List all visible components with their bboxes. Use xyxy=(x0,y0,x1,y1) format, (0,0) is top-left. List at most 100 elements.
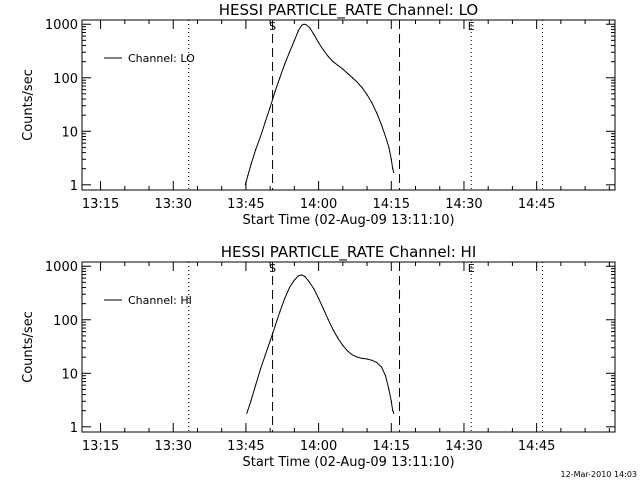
data-point xyxy=(313,288,315,290)
data-point xyxy=(303,23,305,25)
data-point xyxy=(293,279,295,281)
data-point xyxy=(371,102,373,104)
chart-title: HESSI PARTICLE_RATE Channel: HI xyxy=(221,243,477,262)
y-tick-label: 1 xyxy=(70,421,78,436)
x-tick-label: 14:45 xyxy=(518,439,555,454)
data-point xyxy=(361,357,363,359)
data-point xyxy=(318,42,320,44)
data-point xyxy=(390,400,392,402)
y-axis-label: Counts/sec xyxy=(21,69,36,141)
data-point xyxy=(284,63,286,65)
data-point xyxy=(380,124,383,126)
data-point xyxy=(308,280,310,283)
plot-frame xyxy=(81,261,616,433)
x-tick-label: 14:00 xyxy=(300,439,337,454)
data-point xyxy=(247,174,249,176)
data-point xyxy=(351,77,354,79)
data-point xyxy=(313,33,315,35)
data-point xyxy=(380,366,383,368)
data-point xyxy=(327,55,329,58)
data-point xyxy=(255,384,257,386)
data-point xyxy=(392,168,394,170)
marker-label-s: S xyxy=(269,20,276,33)
data-point xyxy=(322,49,325,51)
data-point xyxy=(284,297,286,300)
data-point xyxy=(351,354,354,356)
data-point xyxy=(337,64,339,67)
data-point xyxy=(293,39,295,41)
x-axis-label: Start Time (02-Aug-09 13:11:10) xyxy=(242,213,454,228)
data-point xyxy=(309,27,311,29)
y-tick-label: 10 xyxy=(61,367,78,382)
data-point xyxy=(366,358,368,360)
data-point xyxy=(332,61,334,63)
data-point xyxy=(297,30,299,32)
data-point xyxy=(390,158,392,160)
legend-label: Channel: HI xyxy=(128,294,192,307)
data-point xyxy=(250,162,252,165)
data-point xyxy=(274,325,276,328)
y-axis-label: Counts/sec xyxy=(21,311,36,383)
marker-label-e: E xyxy=(468,20,475,33)
data-point xyxy=(279,77,281,79)
x-tick-label: 13:30 xyxy=(155,197,192,212)
x-tick-label: 13:45 xyxy=(227,439,264,454)
chart-panel-2 xyxy=(81,261,616,433)
data-point xyxy=(327,319,329,321)
y-tick-label: 1 xyxy=(70,179,78,194)
data-point xyxy=(279,311,281,313)
data-point xyxy=(392,410,394,412)
data-point xyxy=(342,344,344,347)
y-tick-label: 100 xyxy=(53,314,78,329)
data-point xyxy=(347,72,349,75)
plot-frame xyxy=(81,19,616,191)
data-point xyxy=(246,412,248,414)
data-point xyxy=(288,286,291,289)
x-tick-label: 14:15 xyxy=(373,197,410,212)
data-point xyxy=(259,368,262,370)
data-point xyxy=(337,337,339,339)
data-point xyxy=(322,308,325,310)
y-tick-label: 100 xyxy=(53,72,78,87)
data-point xyxy=(361,87,363,89)
chart-title: HESSI PARTICLE_RATE Channel: LO xyxy=(219,1,478,20)
data-point xyxy=(366,94,368,96)
marker-label-s: S xyxy=(269,262,276,275)
data-point xyxy=(347,350,349,352)
data-point xyxy=(244,184,247,186)
x-tick-label: 13:45 xyxy=(227,197,264,212)
data-point xyxy=(376,112,378,114)
data-point xyxy=(301,24,303,27)
data-point xyxy=(384,135,387,138)
data-point xyxy=(388,146,390,149)
x-tick-label: 13:15 xyxy=(82,197,119,212)
data-point xyxy=(388,388,390,391)
data-point xyxy=(274,91,276,93)
data-point xyxy=(259,135,262,138)
data-point xyxy=(304,276,306,278)
data-point xyxy=(301,274,303,276)
series-line xyxy=(246,274,395,414)
data-point xyxy=(356,81,358,83)
data-point xyxy=(264,354,266,356)
y-tick-label: 1000 xyxy=(45,260,78,275)
legend-label: Channel: LO xyxy=(128,52,195,65)
data-point xyxy=(297,275,299,277)
data-point xyxy=(305,24,308,26)
x-tick-label: 14:00 xyxy=(300,197,337,212)
marker-label-e: E xyxy=(468,262,475,275)
data-point xyxy=(393,412,395,414)
data-point xyxy=(250,400,252,402)
data-point xyxy=(393,171,395,174)
x-tick-label: 14:45 xyxy=(518,197,555,212)
data-point xyxy=(356,356,358,358)
y-tick-label: 1000 xyxy=(45,18,78,33)
data-point xyxy=(332,329,334,331)
x-tick-label: 14:30 xyxy=(445,439,482,454)
print-timestamp: 12-Mar-2010 14:03 xyxy=(561,470,638,479)
chart-panel-1 xyxy=(81,19,616,191)
data-point xyxy=(371,359,373,361)
data-point xyxy=(288,51,291,53)
data-point xyxy=(255,149,257,151)
